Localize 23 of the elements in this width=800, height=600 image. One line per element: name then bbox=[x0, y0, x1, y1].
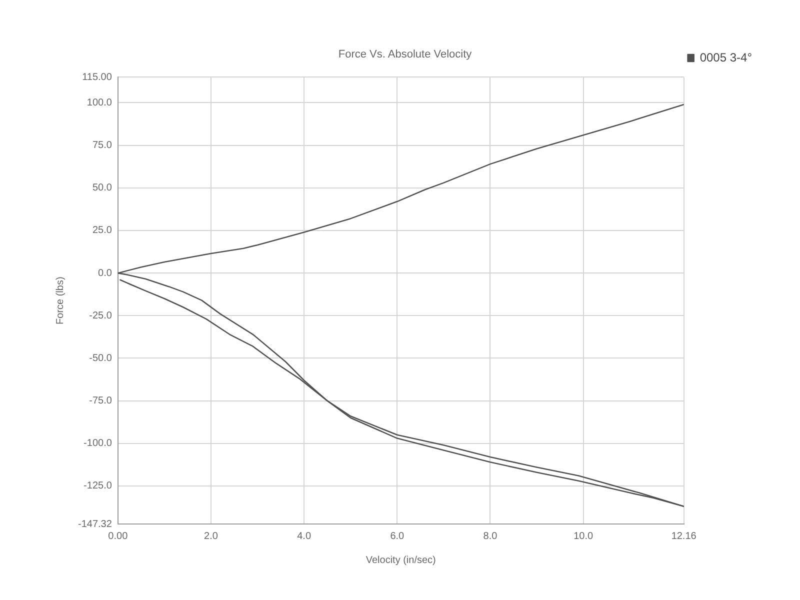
y-tick-label: -100.0 bbox=[84, 438, 112, 450]
y-tick-label: -75.0 bbox=[89, 396, 112, 407]
legend-label: 0005 3-4° bbox=[700, 50, 752, 64]
y-tick-label: 100.0 bbox=[86, 98, 112, 108]
x-axis-title: Velocity (in/sec) bbox=[366, 554, 436, 566]
x-tick-label: 0.00 bbox=[108, 530, 128, 542]
y-tick-label: 50.0 bbox=[92, 182, 112, 194]
x-tick-label: 4.0 bbox=[297, 530, 312, 542]
x-tick-label: 10.0 bbox=[574, 530, 594, 542]
y-axis-title: Force (lbs) bbox=[54, 276, 66, 324]
y-tick-label: -50.0 bbox=[89, 352, 112, 364]
y-tick-label: 75.0 bbox=[92, 140, 112, 152]
y-tick-label: -25.0 bbox=[89, 310, 112, 322]
y-tick-label: 25.0 bbox=[92, 225, 112, 236]
x-tick-label: 8.0 bbox=[483, 530, 498, 542]
y-tick-label: 115.00 bbox=[82, 72, 112, 83]
y-tick-label: 0.0 bbox=[98, 268, 112, 279]
chart-title: Force Vs. Absolute Velocity bbox=[338, 48, 472, 61]
x-tick-label: 6.0 bbox=[390, 530, 405, 542]
x-tick-label: 2.0 bbox=[204, 530, 218, 542]
x-tick-label: 12.16 bbox=[671, 530, 697, 542]
y-tick-label: -125.0 bbox=[84, 480, 112, 492]
y-tick-label: -147.32 bbox=[78, 518, 112, 530]
